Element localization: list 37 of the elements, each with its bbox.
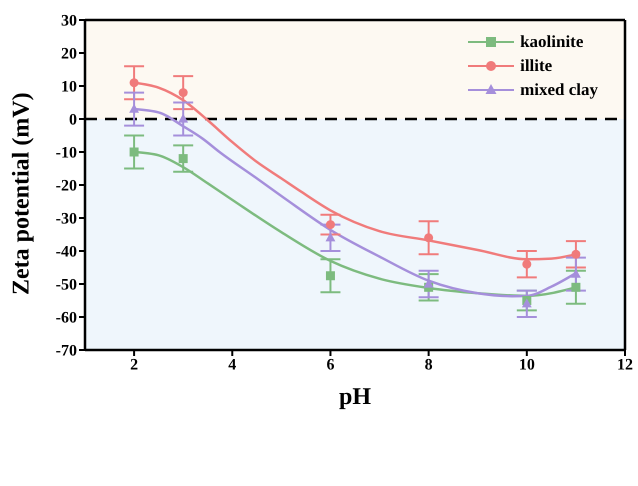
y-axis-title: Zeta potential (mV) — [8, 92, 35, 295]
x-axis-title: pH — [338, 384, 372, 410]
x-tick-label: 4 — [228, 356, 236, 374]
y-tick-label: 30 — [61, 12, 77, 30]
point — [326, 271, 335, 280]
point — [424, 233, 434, 242]
point — [178, 154, 188, 164]
y-tick-label: -30 — [56, 210, 77, 228]
point — [178, 88, 188, 98]
point — [326, 220, 335, 230]
x-tick-label: 8 — [424, 356, 433, 374]
point — [522, 260, 532, 269]
y-tick-label: 0 — [69, 112, 77, 129]
y-tick-label: -10 — [56, 144, 77, 162]
y-tick-label: -40 — [56, 244, 77, 261]
legend-label: kaolinite — [520, 31, 584, 53]
point — [130, 78, 139, 88]
point — [571, 282, 580, 292]
legend-label: illite — [520, 55, 552, 77]
point — [522, 298, 532, 308]
point — [130, 148, 139, 156]
x-tick-label: 6 — [326, 356, 334, 374]
y-tick-label: -20 — [56, 178, 77, 195]
point — [571, 250, 580, 259]
point — [424, 278, 434, 288]
y-tick-label: -50 — [56, 276, 77, 294]
point — [129, 104, 140, 113]
x-tick-label: 10 — [518, 356, 535, 374]
y-tick-label: -70 — [56, 342, 77, 360]
x-tick-label: 2 — [130, 356, 138, 374]
y-tick-label: -60 — [56, 310, 77, 327]
y-tick-label: 20 — [61, 46, 77, 63]
y-tick-label: 10 — [61, 78, 77, 96]
x-tick-label: 12 — [617, 356, 633, 374]
point — [178, 114, 188, 123]
point — [570, 268, 581, 278]
legend-label: mixed clay — [520, 79, 598, 101]
